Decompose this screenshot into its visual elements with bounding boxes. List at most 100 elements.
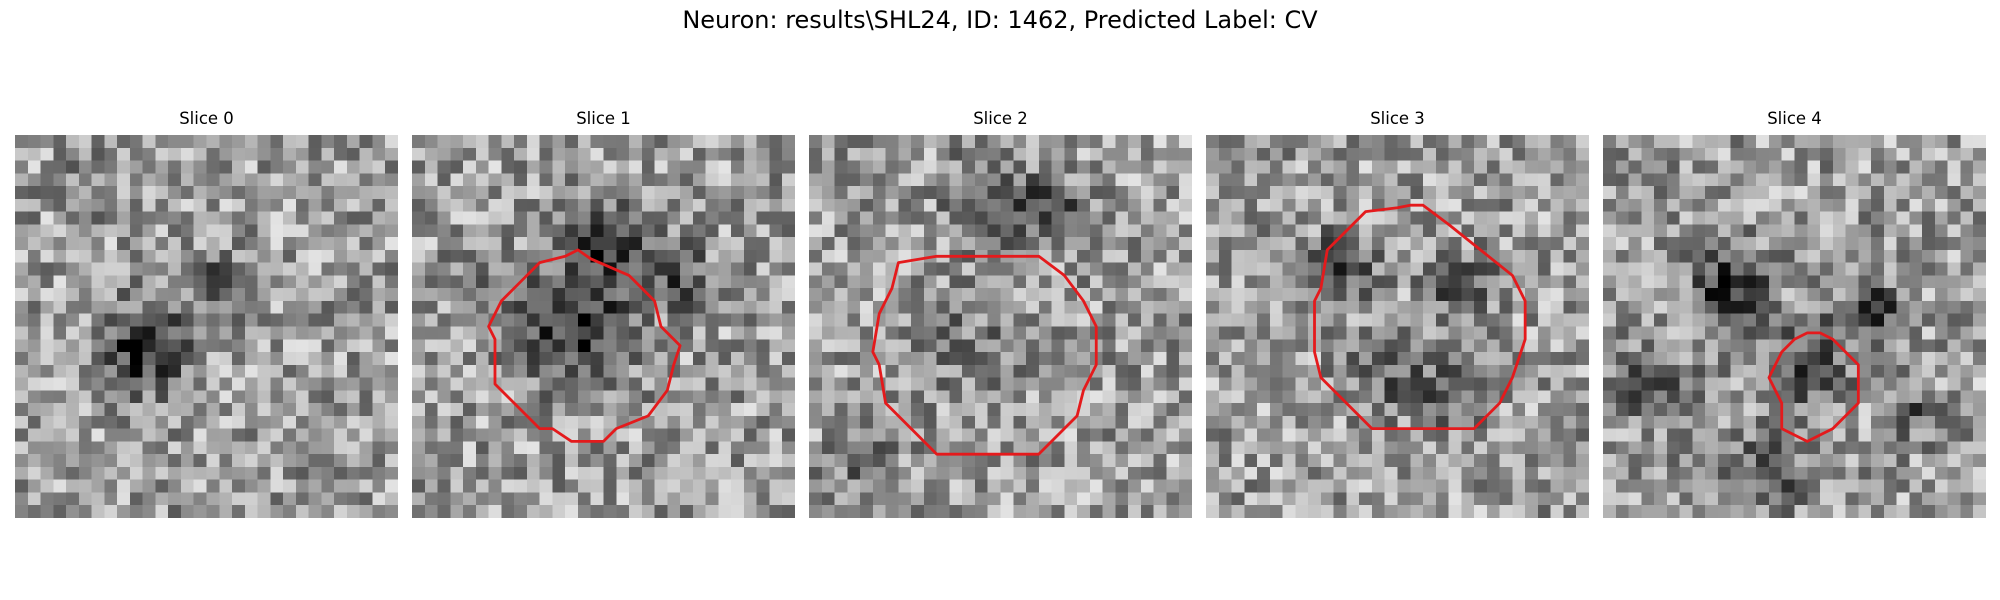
pixel — [1705, 173, 1719, 187]
pixel — [1089, 300, 1103, 314]
pixel — [1743, 339, 1757, 353]
pixel — [1896, 428, 1910, 442]
pixel — [1615, 211, 1629, 225]
pixel — [244, 237, 258, 251]
pixel — [1934, 186, 1948, 200]
pixel — [1973, 339, 1986, 353]
pixel — [1960, 479, 1974, 493]
pixel — [270, 505, 284, 518]
pixel — [180, 390, 194, 404]
pixel — [1641, 249, 1655, 263]
pixel — [1102, 492, 1116, 506]
pixel — [565, 441, 579, 455]
pixel — [590, 428, 604, 442]
pixel — [1628, 135, 1642, 149]
pixel — [1973, 313, 1986, 327]
pixel — [475, 224, 489, 238]
pixel — [1461, 505, 1475, 518]
pixel — [257, 454, 271, 468]
pixel — [219, 441, 233, 455]
pixel — [936, 466, 950, 480]
pixel — [1858, 135, 1872, 149]
pixel — [1038, 224, 1052, 238]
pixel — [1563, 160, 1577, 174]
pixel — [1435, 428, 1449, 442]
pixel — [232, 313, 246, 327]
pixel — [1038, 428, 1052, 442]
pixel — [1244, 237, 1258, 251]
pixel — [1537, 352, 1551, 366]
pixel — [1883, 313, 1897, 327]
pixel — [1537, 249, 1551, 263]
pixel — [1896, 275, 1910, 289]
pixel — [629, 198, 643, 212]
pixel — [1102, 147, 1116, 161]
pixel — [1102, 211, 1116, 225]
pixel — [1423, 224, 1437, 238]
pixel — [1026, 198, 1040, 212]
pixel — [1269, 313, 1283, 327]
pixel — [923, 160, 937, 174]
pixel — [1333, 160, 1347, 174]
pixel — [334, 364, 348, 378]
pixel — [1384, 364, 1398, 378]
pixel — [372, 364, 386, 378]
pixel — [437, 186, 451, 200]
pixel — [782, 147, 795, 161]
pixel — [1206, 173, 1220, 187]
pixel — [1858, 211, 1872, 225]
pixel — [1346, 198, 1360, 212]
pixel — [1218, 186, 1232, 200]
pixel — [911, 275, 925, 289]
pixel — [923, 288, 937, 302]
pixel — [1089, 288, 1103, 302]
pixel — [1410, 415, 1424, 429]
pixel — [501, 198, 515, 212]
pixel — [885, 237, 899, 251]
pixel — [1537, 326, 1551, 340]
pixel — [1308, 198, 1322, 212]
pixel — [1525, 313, 1539, 327]
pixel — [692, 326, 706, 340]
pixel — [346, 135, 360, 149]
pixel — [885, 313, 899, 327]
pixel — [1883, 505, 1897, 518]
pixel — [206, 390, 220, 404]
pixel — [1257, 211, 1271, 225]
pixel — [1461, 364, 1475, 378]
pixel — [962, 173, 976, 187]
pixel — [1820, 300, 1834, 314]
pixel — [1474, 326, 1488, 340]
pixel — [66, 377, 80, 391]
pixel — [539, 466, 553, 480]
pixel — [1705, 135, 1719, 149]
pixel — [1679, 466, 1693, 480]
pixel — [1679, 428, 1693, 442]
pixel — [1563, 237, 1577, 251]
pixel — [1820, 211, 1834, 225]
pixel — [860, 377, 874, 391]
pixel — [1654, 403, 1668, 417]
pixel — [475, 377, 489, 391]
pixel — [949, 300, 963, 314]
pixel — [142, 147, 156, 161]
pixel — [1896, 186, 1910, 200]
pixel — [1603, 198, 1617, 212]
pixel — [1448, 147, 1462, 161]
pixel — [232, 300, 246, 314]
pixel — [809, 262, 823, 276]
pixel — [526, 505, 540, 518]
pixel — [1973, 428, 1986, 442]
pixel — [219, 428, 233, 442]
pixel — [1371, 377, 1385, 391]
pixel — [872, 135, 886, 149]
pixel — [847, 288, 861, 302]
pixel — [1743, 135, 1757, 149]
pixel — [552, 135, 566, 149]
pixel — [1115, 313, 1129, 327]
pixel — [860, 492, 874, 506]
pixel — [1346, 160, 1360, 174]
pixel — [1282, 390, 1296, 404]
pixel — [616, 135, 630, 149]
pixel — [450, 224, 464, 238]
